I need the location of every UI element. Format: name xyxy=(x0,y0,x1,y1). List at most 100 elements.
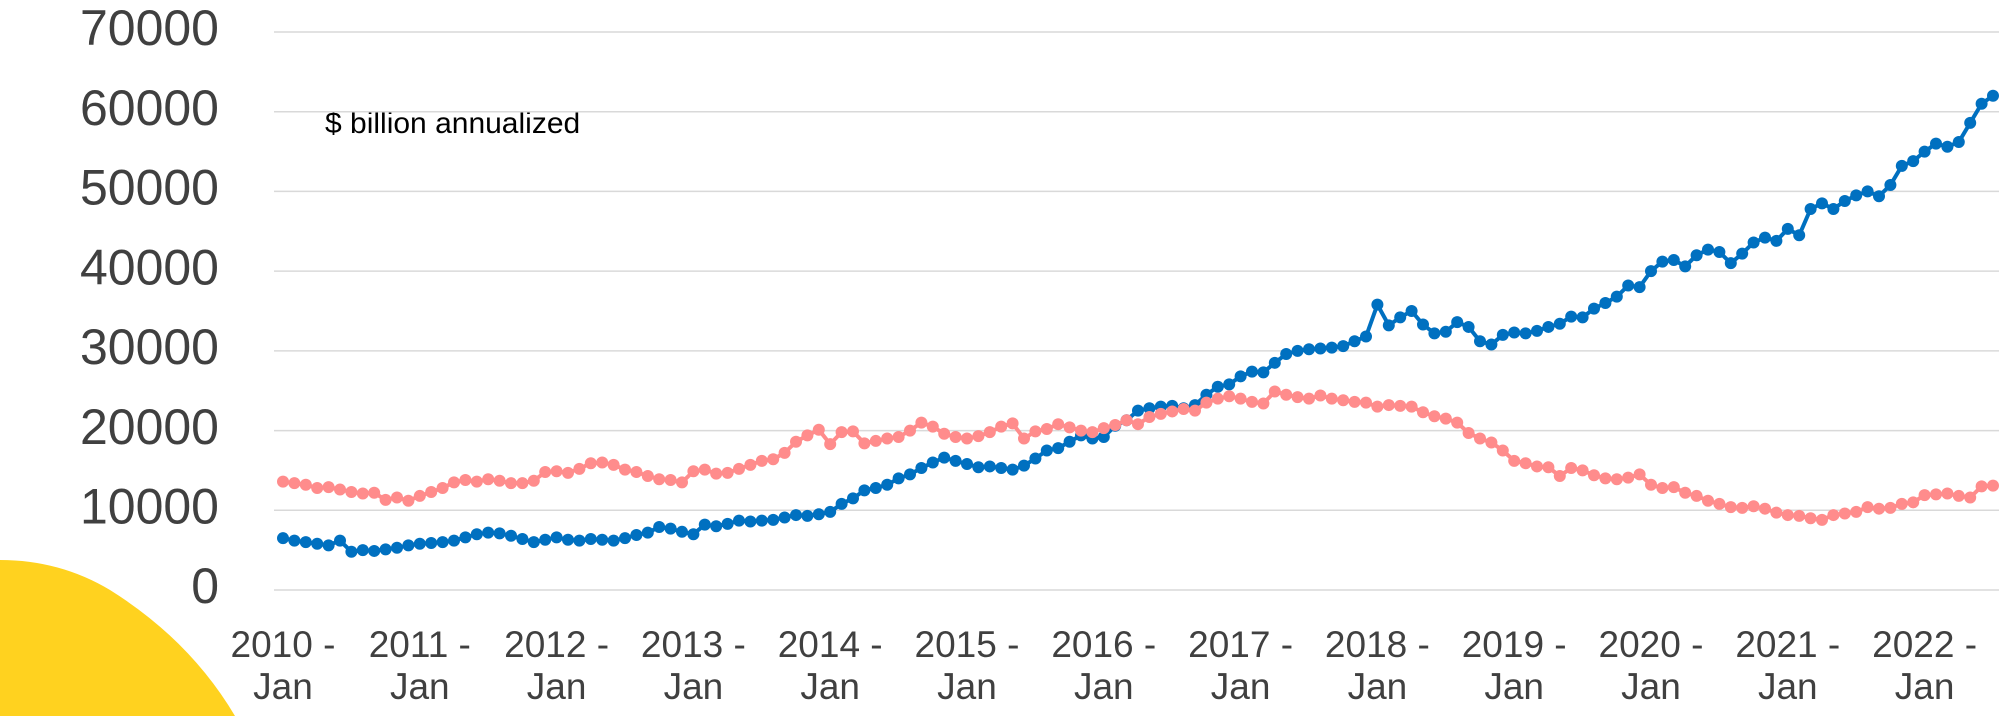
point xyxy=(961,458,973,471)
point xyxy=(847,425,859,438)
point xyxy=(1793,229,1806,242)
point xyxy=(1952,489,1965,502)
point xyxy=(1314,389,1327,402)
point xyxy=(1018,459,1030,472)
point xyxy=(1291,391,1304,404)
point xyxy=(584,457,597,470)
point xyxy=(1736,501,1749,514)
point xyxy=(1143,402,1156,415)
point xyxy=(1052,418,1065,431)
point xyxy=(1485,436,1498,449)
point xyxy=(630,528,643,541)
point xyxy=(641,526,654,539)
point xyxy=(824,438,837,451)
point xyxy=(1177,403,1190,416)
point xyxy=(1508,454,1521,467)
point xyxy=(1417,318,1429,331)
point xyxy=(1451,416,1464,429)
decoration xyxy=(0,560,235,716)
point xyxy=(1770,506,1783,519)
point xyxy=(1952,136,1965,149)
point xyxy=(550,531,563,544)
point xyxy=(710,467,723,480)
point xyxy=(1234,392,1247,405)
point xyxy=(1075,424,1087,437)
point xyxy=(1622,279,1635,292)
point xyxy=(322,539,335,552)
point xyxy=(607,458,620,471)
point xyxy=(1257,366,1270,379)
point xyxy=(949,430,962,443)
point xyxy=(1930,137,1942,150)
point xyxy=(1394,311,1407,324)
point xyxy=(573,462,586,475)
point xyxy=(1987,89,1999,102)
point xyxy=(562,466,574,479)
point xyxy=(1405,400,1418,413)
y-tick-label: 0 xyxy=(191,558,219,614)
point xyxy=(1873,502,1885,515)
point xyxy=(881,478,894,491)
point xyxy=(1496,328,1509,341)
point xyxy=(356,544,369,557)
point xyxy=(1531,460,1543,473)
point xyxy=(653,521,666,534)
point xyxy=(1348,395,1361,408)
point xyxy=(983,426,996,439)
point xyxy=(1679,260,1692,273)
point xyxy=(972,430,985,443)
point xyxy=(288,534,301,547)
point xyxy=(1918,145,1931,158)
point xyxy=(835,497,848,510)
point xyxy=(322,481,335,494)
point xyxy=(1645,478,1657,491)
point xyxy=(1588,469,1600,482)
point xyxy=(892,430,905,443)
point xyxy=(1542,461,1555,474)
x-tick-label: 2011 - Jan xyxy=(368,624,471,707)
point xyxy=(949,454,962,467)
point xyxy=(1884,179,1897,192)
point xyxy=(1861,501,1874,514)
point xyxy=(1781,222,1794,235)
point xyxy=(413,537,426,550)
point xyxy=(1211,380,1224,393)
point xyxy=(790,435,802,448)
point xyxy=(596,533,609,546)
point xyxy=(744,458,757,471)
point xyxy=(1702,494,1714,507)
point xyxy=(425,536,438,549)
point xyxy=(812,508,825,521)
point xyxy=(1439,412,1452,425)
point xyxy=(778,446,791,459)
point xyxy=(1268,356,1281,369)
point xyxy=(1325,392,1338,405)
point xyxy=(345,545,358,558)
point xyxy=(1314,342,1327,355)
point xyxy=(1702,243,1714,256)
point xyxy=(1610,290,1623,303)
point xyxy=(1838,194,1851,207)
point xyxy=(1109,418,1122,431)
point xyxy=(1280,388,1293,401)
x-tick-label: 2020 - Jan xyxy=(1598,624,1704,707)
point xyxy=(1371,298,1384,311)
y-tick-label: 10000 xyxy=(80,478,219,534)
point xyxy=(733,514,745,527)
point xyxy=(596,456,609,469)
point xyxy=(721,466,734,479)
point xyxy=(1724,501,1737,514)
series-line xyxy=(282,94,1995,554)
point xyxy=(493,527,506,540)
point xyxy=(1679,486,1692,499)
point xyxy=(698,463,711,476)
point xyxy=(1303,392,1315,405)
point xyxy=(687,465,700,478)
x-tick-label: 2010 - Jan xyxy=(230,624,336,707)
point xyxy=(801,509,814,522)
point xyxy=(1873,190,1885,203)
point xyxy=(630,466,643,479)
x-tick-label: 2021 - Jan xyxy=(1735,624,1841,707)
point xyxy=(1941,487,1954,500)
point xyxy=(755,514,768,527)
